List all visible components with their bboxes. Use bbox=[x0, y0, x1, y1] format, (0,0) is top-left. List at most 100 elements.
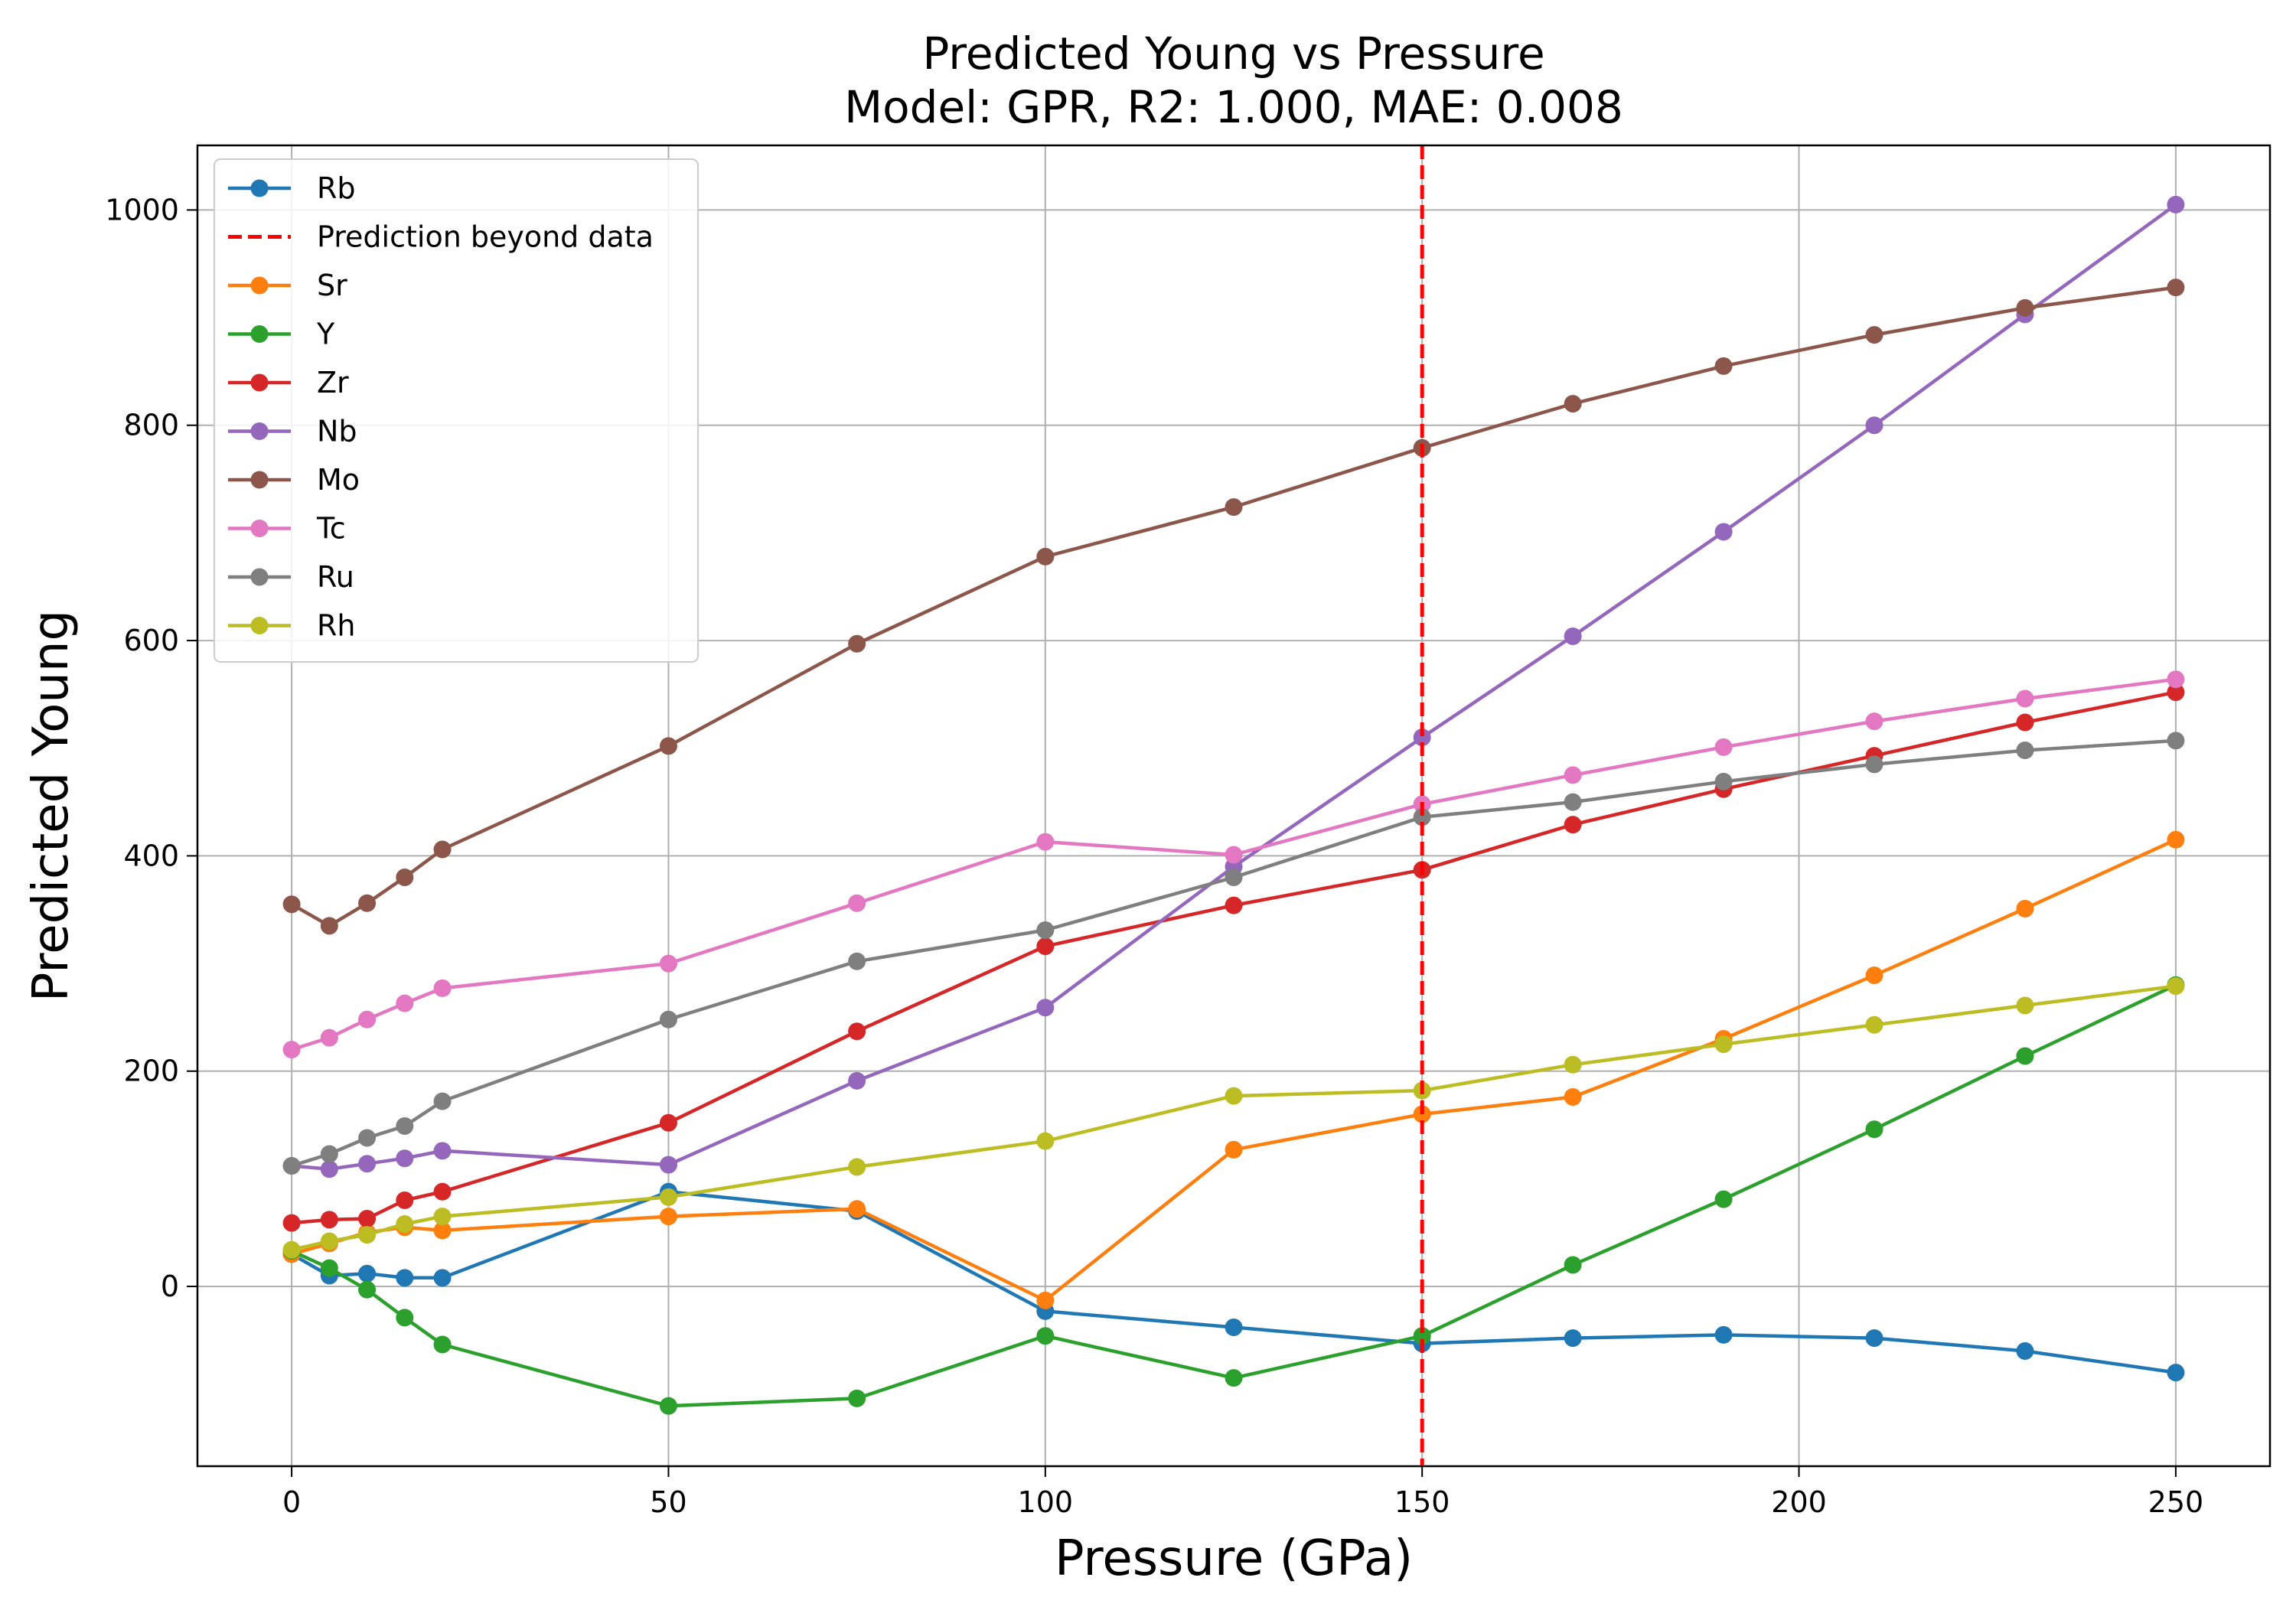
legend-label: Mo bbox=[317, 463, 360, 497]
data-point-sr bbox=[1413, 1105, 1431, 1123]
data-point-y bbox=[433, 1335, 452, 1354]
data-point-tc bbox=[1225, 846, 1243, 864]
data-point-zr bbox=[1564, 816, 1582, 834]
data-point-rh bbox=[1036, 1132, 1055, 1150]
data-point-rh bbox=[1714, 1035, 1733, 1054]
data-point-ru bbox=[1564, 793, 1582, 811]
legend-label: Rh bbox=[317, 609, 356, 643]
data-point-rh bbox=[396, 1214, 414, 1233]
data-point-tc bbox=[1865, 712, 1883, 731]
data-point-ru bbox=[659, 1010, 677, 1028]
legend-label: Rb bbox=[317, 171, 356, 205]
data-point-rb bbox=[1714, 1325, 1733, 1344]
data-point-mo bbox=[1564, 395, 1582, 413]
ticks: 0 50 100 150 200 250 0 200 400 600 800 1000 bbox=[105, 193, 2203, 1519]
data-point-y bbox=[320, 1259, 338, 1277]
data-point-ru bbox=[433, 1092, 452, 1110]
data-point-nb bbox=[1564, 627, 1582, 645]
data-point-rh bbox=[282, 1240, 301, 1259]
data-point-ru bbox=[320, 1145, 338, 1163]
legend-item: Zr bbox=[228, 366, 349, 399]
data-point-nb bbox=[1036, 999, 1055, 1017]
data-point-tc bbox=[282, 1041, 301, 1059]
data-point-sr bbox=[2016, 899, 2034, 918]
data-point-rb bbox=[1865, 1329, 1883, 1348]
data-point-y bbox=[396, 1309, 414, 1327]
chart-subtitle: Model: GPR, R2: 1.000, MAE: 0.008 bbox=[844, 81, 1623, 133]
data-point-nb bbox=[848, 1071, 866, 1090]
legend-label: Zr bbox=[317, 366, 349, 399]
data-point-nb bbox=[659, 1156, 677, 1174]
data-point-ru bbox=[1225, 869, 1243, 887]
data-point-y bbox=[1564, 1256, 1582, 1274]
data-point-ru bbox=[2016, 742, 2034, 760]
y-tick-label: 600 bbox=[123, 624, 179, 657]
data-point-rh bbox=[2016, 996, 2034, 1015]
x-tick-label: 200 bbox=[1771, 1485, 1827, 1519]
data-point-tc bbox=[358, 1010, 377, 1028]
legend-label: Ru bbox=[317, 560, 354, 594]
data-point-rh bbox=[848, 1158, 866, 1176]
data-point-nb bbox=[1865, 416, 1883, 435]
data-point-mo bbox=[1714, 357, 1733, 375]
data-point-sr bbox=[2167, 830, 2185, 849]
legend-item: Nb bbox=[228, 415, 357, 448]
series-rh bbox=[282, 977, 2185, 1259]
legend-swatch-marker bbox=[250, 276, 269, 295]
legend-swatch-marker bbox=[250, 422, 269, 440]
data-point-sr bbox=[848, 1200, 866, 1218]
data-point-y bbox=[1413, 1327, 1431, 1345]
legend-label: Prediction beyond data bbox=[317, 220, 654, 254]
data-point-rb bbox=[1225, 1319, 1243, 1337]
legend-item: Tc bbox=[228, 512, 346, 546]
data-point-zr bbox=[848, 1022, 866, 1041]
data-point-zr bbox=[358, 1209, 377, 1227]
data-point-nb bbox=[358, 1155, 377, 1173]
grid bbox=[197, 145, 2270, 1466]
legend-swatch-marker bbox=[250, 325, 269, 343]
data-point-mo bbox=[2167, 279, 2185, 297]
data-point-mo bbox=[1036, 547, 1055, 566]
data-point-ru bbox=[1714, 772, 1733, 790]
data-point-tc bbox=[1564, 766, 1582, 784]
y-tick-label: 800 bbox=[123, 409, 179, 442]
legend-label: Sr bbox=[317, 269, 347, 302]
data-point-rh bbox=[1225, 1087, 1243, 1105]
data-point-zr bbox=[659, 1113, 677, 1132]
series-ru bbox=[282, 732, 2185, 1175]
data-point-nb bbox=[433, 1142, 452, 1160]
data-point-nb bbox=[1714, 523, 1733, 541]
legend-swatch-marker bbox=[250, 373, 269, 392]
data-point-mo bbox=[659, 737, 677, 755]
legend-item: Sr bbox=[228, 269, 347, 302]
legend-swatch-marker bbox=[250, 179, 269, 197]
data-point-zr bbox=[433, 1182, 452, 1201]
data-point-tc bbox=[2167, 670, 2185, 689]
x-tick-label: 0 bbox=[282, 1485, 301, 1519]
data-point-ru bbox=[396, 1116, 414, 1135]
data-point-y bbox=[1036, 1327, 1055, 1345]
data-point-zr bbox=[2167, 683, 2185, 702]
plot-frame bbox=[196, 144, 2272, 1468]
legend-label: Nb bbox=[317, 415, 357, 448]
series-tc bbox=[282, 670, 2185, 1059]
legend-swatch-marker bbox=[250, 617, 269, 634]
legend-label: Y bbox=[316, 318, 335, 351]
data-point-mo bbox=[2016, 298, 2034, 317]
data-point-zr bbox=[282, 1214, 301, 1232]
legend-box bbox=[214, 158, 699, 663]
data-point-sr bbox=[433, 1221, 452, 1240]
data-point-zr bbox=[1036, 937, 1055, 956]
data-point-tc bbox=[1714, 738, 1733, 756]
data-point-mo bbox=[1225, 498, 1243, 517]
x-tick-label: 50 bbox=[650, 1485, 687, 1519]
legend-item: Mo bbox=[228, 463, 360, 497]
data-point-nb bbox=[1413, 729, 1431, 747]
data-point-mo bbox=[282, 895, 301, 914]
series-zr bbox=[282, 683, 2185, 1232]
data-point-ru bbox=[1413, 808, 1431, 826]
data-point-rh bbox=[320, 1232, 338, 1250]
data-point-rb bbox=[358, 1264, 377, 1283]
data-point-tc bbox=[320, 1028, 338, 1047]
